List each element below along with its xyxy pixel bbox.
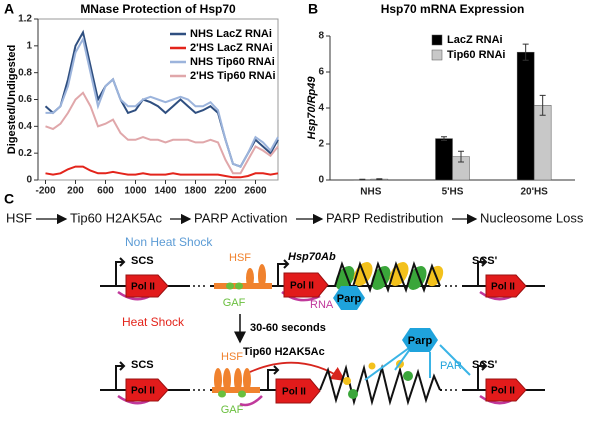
x-tick-label: 20'HS [520, 187, 548, 198]
x-tick-label: NHS [360, 187, 381, 198]
y-tick-label: 2 [318, 139, 324, 150]
y-tick-label: 8 [318, 31, 324, 42]
bar [517, 52, 534, 180]
parp-label: Parp [408, 335, 433, 347]
hsf [258, 264, 266, 288]
bar [534, 105, 551, 180]
y-tick-label: 0.8 [18, 67, 32, 78]
legend-label: NHS LacZ RNAi [190, 28, 272, 40]
legend-label: NHS Tip60 RNAi [190, 56, 275, 68]
scs-label: SCS [131, 359, 154, 371]
chart-title: Hsp70 mRNA Expression [381, 2, 525, 16]
x-tick-label: 600 [97, 186, 114, 197]
error-bar [359, 179, 365, 180]
y-tick-label: 1 [26, 40, 32, 51]
gaf [235, 283, 243, 290]
y-axis-title: Digested/Undigested [6, 45, 18, 154]
legend-swatch [432, 50, 442, 60]
gaf [226, 283, 234, 290]
open-chromatin [320, 368, 440, 402]
promoter-arrow [116, 362, 124, 390]
panel-label: A [4, 1, 14, 17]
legend-label: 2'HS Tip60 RNAi [190, 70, 276, 82]
promoter-arrow [478, 362, 486, 390]
condition-title: Non Heat Shock [125, 235, 213, 249]
y-tick-label: 0 [318, 175, 324, 186]
hsf [243, 368, 251, 392]
hsf [214, 368, 222, 392]
y-tick-label: 0.2 [18, 148, 32, 159]
x-tick-label: 1400 [154, 186, 177, 197]
hsf [234, 368, 242, 392]
panel-a: 0 0.2 0.4 0.6 0.8 1 1.2 -200 200 600 1000 1400 1800 2… [4, 1, 278, 197]
promoter-arrow [116, 258, 124, 286]
hsf [246, 268, 254, 288]
pol-ii-label: Pol II [131, 386, 155, 397]
acetylation-label: Tip60 H2AK5Ac [243, 346, 325, 358]
y-tick-label: 1.2 [18, 14, 32, 25]
pol-ii-label: Pol II [491, 282, 515, 293]
legend-label: Tip60 RNAi [447, 49, 505, 61]
x-tick-label: -200 [35, 186, 55, 197]
x-tick-label: 5'HS [442, 187, 464, 198]
hsf-label: HSF [221, 351, 243, 363]
x-tick-label: 2600 [244, 186, 267, 197]
bar [436, 139, 453, 180]
scs-label: SCS [131, 255, 154, 267]
pol-ii-label: Pol II [282, 387, 306, 398]
panel-b: 0 2 4 6 8 NHS 5'HS 20'HS LacZ RNAi Tip60 RNAi Hsp7… [306, 1, 575, 198]
rna-label: RNA [310, 299, 334, 311]
par-label: PAR [440, 360, 462, 372]
y-tick-label: 4 [318, 103, 324, 114]
y-axis-title: Hsp70/Rp49 [306, 76, 318, 140]
hsf [223, 368, 231, 392]
legend-swatch [432, 35, 442, 45]
y-tick-label: 0.6 [18, 94, 32, 105]
parp-label: Parp [337, 293, 362, 305]
condition-title: Heat Shock [122, 315, 185, 329]
panel-label: C [4, 191, 14, 207]
error-bar [376, 179, 382, 180]
x-tick-label: 200 [67, 186, 84, 197]
pathway-step: Nucleosome Loss [480, 210, 584, 225]
x-tick-label: 1000 [124, 186, 147, 197]
y-tick-label: 0.4 [18, 121, 32, 132]
x-tick-label: 1800 [184, 186, 207, 197]
gaf [238, 391, 246, 398]
chart-title: MNase Protection of Hsp70 [80, 2, 236, 16]
transition-label: 30-60 seconds [250, 322, 326, 334]
pathway-step: Tip60 H2AK5Ac [70, 210, 163, 225]
pathway-step: HSF [6, 210, 32, 225]
pathway-step: PARP Redistribution [326, 210, 443, 225]
gaf-label: GAF [221, 404, 244, 416]
promoter-arrow [478, 258, 486, 286]
panel-c: C HSF Tip60 H2AK5Ac PARP Activation PARP… [4, 191, 584, 416]
y-tick-label: 0 [26, 175, 32, 186]
gaf-label: GAF [223, 297, 246, 309]
legend-label: LacZ RNAi [447, 34, 503, 46]
pathway-step: PARP Activation [194, 210, 287, 225]
x-tick-label: 2200 [214, 186, 237, 197]
pol-ii-label: Pol II [491, 386, 515, 397]
y-tick-label: 6 [318, 67, 324, 78]
gene-label: Hsp70Ab [288, 251, 336, 263]
pol-ii-label: Pol II [131, 282, 155, 293]
rna [240, 396, 262, 405]
hsf-label: HSF [229, 252, 251, 264]
panel-label: B [308, 1, 318, 17]
pol-ii-label: Pol II [290, 281, 314, 292]
gaf [218, 391, 226, 398]
legend-label: 2'HS LacZ RNAi [190, 42, 273, 54]
